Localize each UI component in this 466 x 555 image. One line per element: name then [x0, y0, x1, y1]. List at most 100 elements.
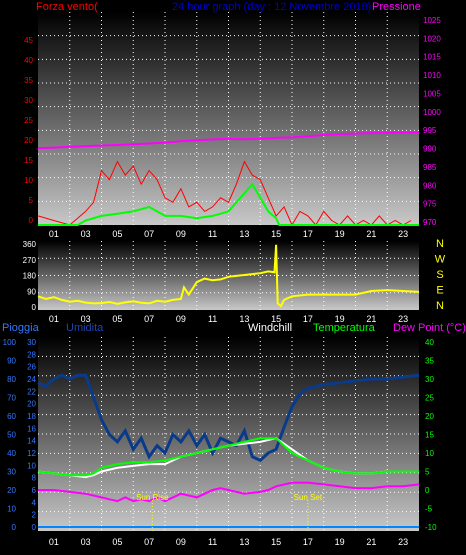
x-tick-label: 01 — [49, 229, 59, 239]
x-tick-label: 13 — [239, 314, 249, 324]
x-tick-label: 07 — [144, 314, 154, 324]
temperature-tick-label: -5 — [425, 505, 433, 514]
left-tick-label: 20 — [24, 136, 33, 145]
humidity-tick-label: 10 — [27, 461, 36, 470]
left-tick-label: 10 — [24, 176, 33, 185]
right-tick-label: 1005 — [423, 89, 441, 98]
humidity-tick-label: 28 — [27, 350, 36, 359]
left-tick-label: 15 — [24, 156, 33, 165]
humidity-tick-label: 30 — [27, 338, 36, 347]
humidity-tick-label: 18 — [27, 412, 36, 421]
right-tick-label: 1015 — [423, 53, 441, 62]
x-tick-label: 19 — [335, 537, 345, 547]
right-tick-label: 1010 — [423, 71, 441, 80]
legend-entry: Windchill — [248, 322, 292, 334]
rain-tick-label: 0 — [12, 523, 17, 532]
humidity-tick-label: 6 — [32, 486, 37, 495]
humidity-tick-label: 26 — [27, 363, 36, 372]
x-tick-label: 05 — [112, 314, 122, 324]
x-tick-label: 19 — [335, 229, 345, 239]
x-tick-label: 09 — [176, 229, 186, 239]
panel-3-legend: Pioggia Umidita Windchill Temperatura Dew Po… — [2, 322, 466, 334]
x-tick-label: 13 — [239, 229, 249, 239]
humidity-line — [37, 373, 420, 463]
panel-3-annotations: Sun Rise Sun Set — [136, 493, 323, 531]
x-tick-label: 17 — [303, 229, 313, 239]
humidity-tick-label: 22 — [27, 387, 36, 396]
rain-tick-label: 70 — [7, 394, 16, 403]
x-tick-label: 13 — [239, 537, 249, 547]
rain-tick-label: 20 — [7, 486, 16, 495]
dew-point-line — [38, 481, 420, 503]
left-tick-label: 90 — [27, 287, 36, 296]
rain-tick-label: 100 — [3, 338, 17, 347]
compass-label: N — [436, 238, 444, 250]
sun-marker-label: Sun Rise — [136, 493, 169, 502]
left-tick-label: 30 — [24, 96, 33, 105]
panel-1-left-ticks: 45 40 35 30 25 20 15 10 5 0 — [24, 36, 33, 225]
temperature-tick-label: 25 — [425, 394, 434, 403]
rain-tick-label: 50 — [7, 431, 16, 440]
x-tick-label: 17 — [303, 537, 313, 547]
right-tick-label: 975 — [423, 200, 437, 209]
left-tick-label: 40 — [24, 56, 33, 65]
left-tick-label: 360 — [23, 240, 37, 249]
legend-entry: Umidita — [66, 322, 104, 334]
temperature-tick-label: 0 — [425, 486, 430, 495]
x-tick-label: 23 — [398, 537, 408, 547]
left-tick-label: 0 — [29, 216, 34, 225]
x-tick-label: 17 — [303, 314, 313, 324]
humidity-tick-label: 0 — [32, 523, 37, 532]
x-tick-label: 23 — [398, 314, 408, 324]
legend-entry: Pioggia — [2, 322, 40, 334]
rain-tick-label: 10 — [7, 505, 16, 514]
temperature-line — [37, 437, 419, 477]
rain-tick-label: 40 — [7, 449, 16, 458]
x-tick-label: 05 — [112, 537, 122, 547]
panel-1-x-ticks: 01 03 05 07 09 11 13 15 17 19 21 23 — [49, 229, 408, 239]
pressure-line — [37, 131, 420, 150]
x-tick-label: 07 — [144, 229, 154, 239]
temperature-tick-label: 40 — [425, 338, 434, 347]
right-tick-label: 990 — [423, 145, 437, 154]
rain-tick-label: 80 — [7, 375, 16, 384]
wind-gust-line — [37, 160, 412, 227]
panel-1-right-ticks: 1025 1020 1015 1010 1005 1000 995 990 985 980 975 9… — [423, 16, 441, 227]
x-tick-label: 11 — [208, 229, 217, 239]
compass-label: S — [436, 269, 443, 281]
x-tick-label: 01 — [49, 537, 59, 547]
x-tick-label: 01 — [49, 314, 59, 324]
rain-tick-label: 30 — [7, 468, 16, 477]
left-tick-label: 0 — [32, 303, 37, 312]
legend-entry: Temperatura — [313, 322, 376, 334]
panel-1-left-label: Forza vento( — [36, 1, 98, 13]
temperature-tick-label: 30 — [425, 375, 434, 384]
x-tick-label: 09 — [176, 537, 186, 547]
panel-1-background — [38, 12, 419, 225]
left-tick-label: 180 — [23, 272, 37, 281]
x-tick-label: 11 — [208, 537, 217, 547]
panel-2-x-ticks: 01 03 05 07 09 11 13 15 17 19 21 23 — [49, 314, 408, 324]
temperature-tick-label: 20 — [425, 412, 434, 421]
rain-tick-label: 60 — [7, 412, 16, 421]
right-tick-label: 970 — [423, 218, 437, 227]
panel-3-x-ticks: 01 03 05 07 09 11 13 15 17 19 21 23 — [49, 537, 408, 547]
x-tick-label: 11 — [208, 314, 217, 324]
panel-2-series — [37, 244, 420, 308]
humidity-tick-label: 8 — [32, 474, 37, 483]
humidity-tick-label: 24 — [27, 375, 36, 384]
panel-1-series — [37, 131, 420, 227]
x-tick-label: 21 — [366, 314, 376, 324]
panel-3-grid — [38, 337, 419, 531]
temperature-tick-label: -10 — [425, 523, 437, 532]
x-tick-label: 15 — [271, 229, 281, 239]
temperature-tick-label: 35 — [425, 357, 434, 366]
legend-entry: Dew Point (°C) — [393, 322, 466, 334]
left-tick-label: 45 — [24, 36, 33, 45]
left-tick-label: 25 — [24, 116, 33, 125]
x-tick-label: 03 — [81, 314, 91, 324]
rain-tick-label: 90 — [7, 357, 16, 366]
panel-1-title: 24 hour graph (day : 12 Novembre 2018) — [172, 1, 371, 13]
